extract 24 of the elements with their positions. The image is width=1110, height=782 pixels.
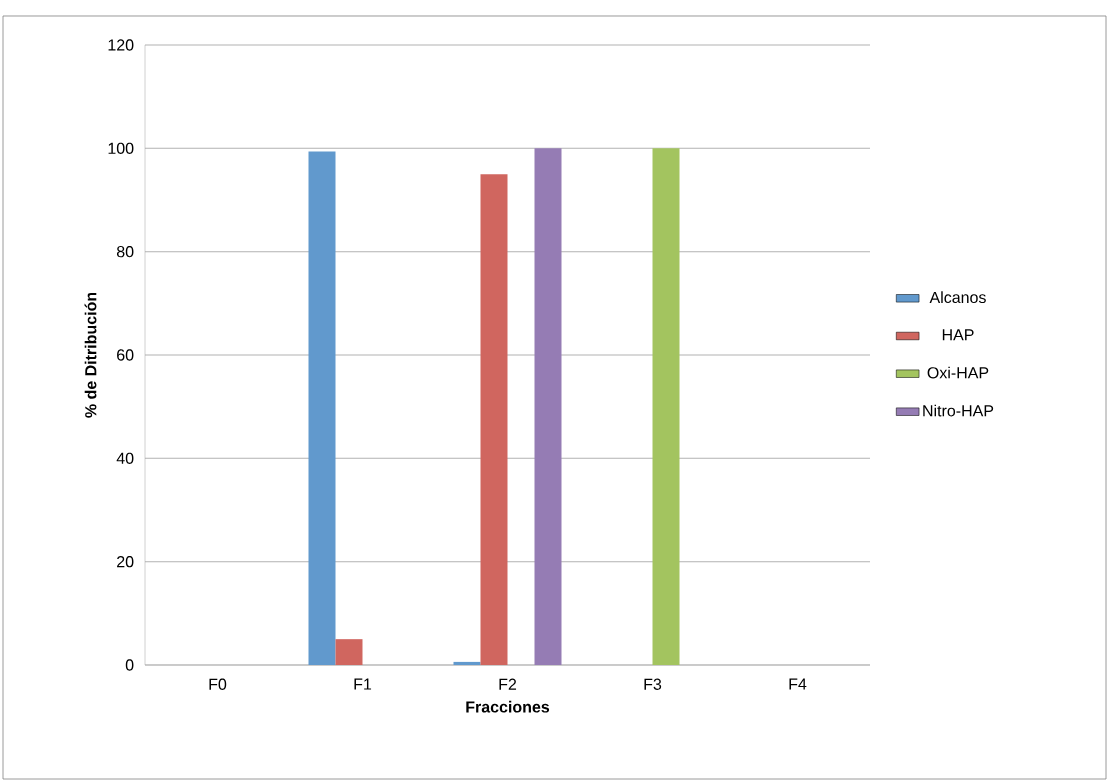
x-tick-label: F0 xyxy=(209,678,227,690)
x-tick-label: F4 xyxy=(789,678,807,690)
x-tick-label: F2 xyxy=(499,678,517,690)
y-axis-title: % de Ditribución xyxy=(84,292,97,418)
bar xyxy=(534,148,562,665)
legend-label: Oxi-HAP xyxy=(927,366,989,379)
x-axis-title: Fracciones xyxy=(466,700,550,713)
y-tick-label: 80 xyxy=(116,246,134,258)
x-tick-label: F1 xyxy=(354,678,372,690)
y-tick-label: 0 xyxy=(125,659,134,671)
bar xyxy=(308,151,336,665)
bar xyxy=(480,174,508,665)
y-tick-label: 120 xyxy=(108,39,134,51)
legend-label: Alcanos xyxy=(929,291,986,304)
bar xyxy=(652,148,680,665)
legend-label: Nitro-HAP xyxy=(923,404,994,417)
y-tick-label: 40 xyxy=(116,452,134,464)
x-tick-label: F3 xyxy=(644,678,662,690)
bar xyxy=(335,639,363,665)
bar xyxy=(453,661,481,665)
y-tick-label: 20 xyxy=(117,556,134,568)
y-tick-label: 60 xyxy=(117,349,134,361)
legend-label: HAP xyxy=(942,329,974,341)
y-tick-label: 100 xyxy=(108,142,134,154)
